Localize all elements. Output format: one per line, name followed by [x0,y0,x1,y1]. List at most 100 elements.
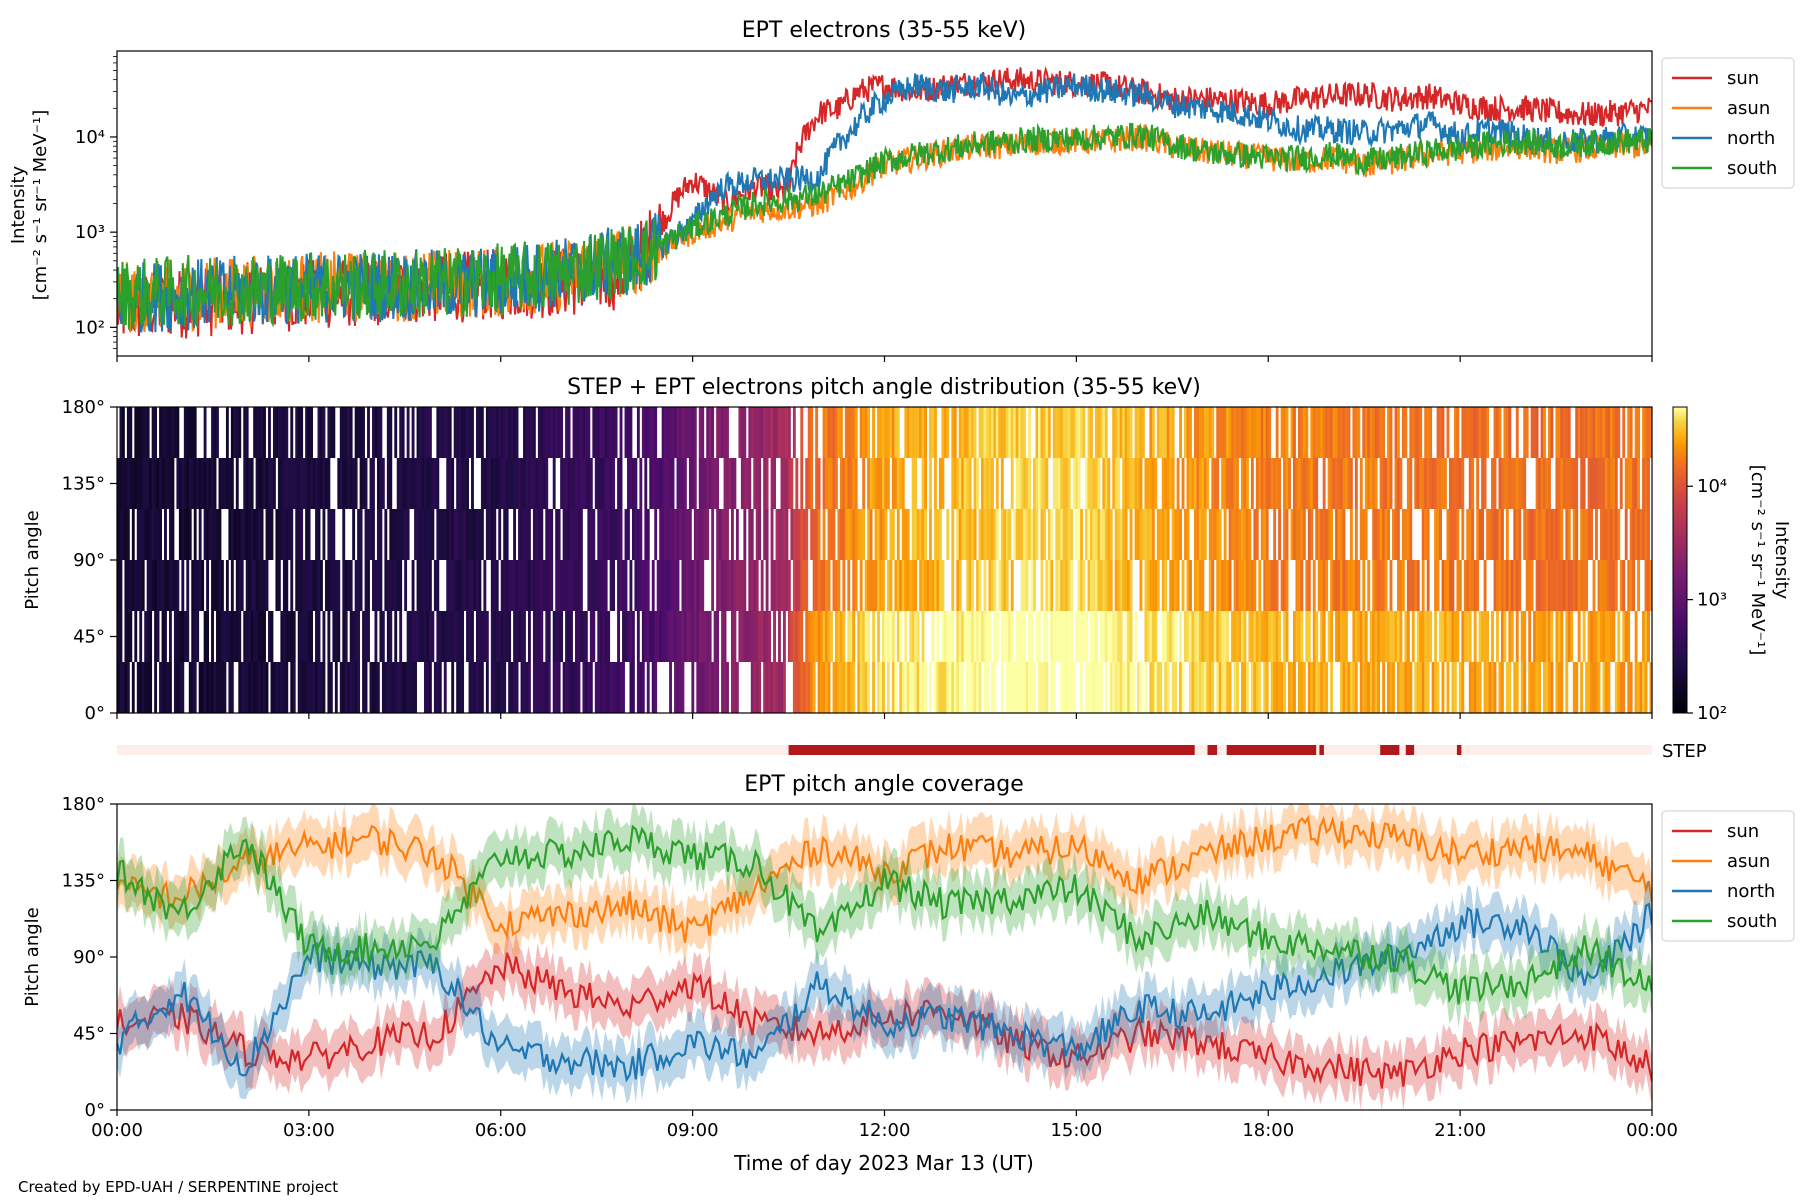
heatmap-cell [1085,662,1088,713]
heatmap-cell [1582,407,1586,458]
heatmap-cell [272,662,276,713]
heatmap-cell [1451,611,1455,662]
heatmap-cell [914,560,918,611]
heatmap-cell [1198,458,1202,509]
heatmap-cell [669,407,672,458]
heatmap-cell [124,458,128,509]
heatmap-cell [1300,407,1304,458]
step-segment [1319,745,1324,755]
heatmap-cell [1087,560,1091,611]
heatmap-cell [411,458,415,509]
heatmap-cell [1476,407,1480,458]
heatmap-cell [149,509,153,560]
heatmap-cell [1275,560,1279,611]
heatmap-cell [1567,509,1571,560]
heatmap-cell [1151,611,1155,662]
heatmap-cell [1560,407,1564,458]
heatmap-cell [1545,611,1549,662]
heatmap-cell [300,611,304,662]
heatmap-cell [884,458,888,509]
heatmap-cell [1518,509,1522,560]
heatmap-cell [339,662,343,713]
heatmap-cell [750,560,754,611]
heatmap-cell [1572,560,1576,611]
heatmap-cell [852,560,856,611]
heatmap-cell [164,611,167,662]
heatmap-cell [1330,458,1334,509]
heatmap-cell [1010,662,1014,713]
heatmap-cell [986,662,989,713]
heatmap-cell [594,662,598,713]
heatmap-cell [1505,407,1509,458]
heatmap-cell [929,458,932,509]
heatmap-cell [936,560,940,611]
heatmap-cell [414,458,417,509]
heatmap-cell [877,407,880,458]
heatmap-cell [235,407,239,458]
heatmap-cell [671,458,675,509]
heatmap-cell [485,662,489,713]
heatmap-cell [151,509,155,560]
heatmap-cell [676,458,680,509]
heatmap-cell [552,662,556,713]
heatmap-cell [1409,560,1413,611]
heatmap-cell [743,509,747,560]
heatmap-cell [864,407,868,458]
heatmap-cell [1342,611,1346,662]
heatmap-cell [468,662,472,713]
heatmap-cell [176,407,180,458]
heatmap-cell [1364,407,1368,458]
heatmap-cell [1560,662,1564,713]
heatmap-cell [218,458,222,509]
heatmap-cell [250,611,254,662]
heatmap-cell [1305,458,1309,509]
heatmap-cell [1496,407,1499,458]
heatmap-cell [540,458,544,509]
heatmap-cell [973,458,977,509]
heatmap-cell [862,662,866,713]
heatmap-cell [627,407,630,458]
heatmap-cell [701,611,705,662]
heatmap-cell [475,611,479,662]
heatmap-cell [223,662,227,713]
heatmap-cell [592,407,596,458]
heatmap-cell [260,662,264,713]
heatmap-cell [406,611,410,662]
heatmap-cell [721,407,724,458]
heatmap-cell [386,560,390,611]
heatmap-cell [978,560,982,611]
heatmap-cell [270,662,274,713]
heatmap-cell [1389,662,1393,713]
heatmap-cell [926,560,930,611]
heatmap-cell [986,407,989,458]
heatmap-cell [748,509,752,560]
heatmap-cell [530,458,534,509]
heatmap-cell [493,458,497,509]
heatmap-cell [218,509,222,560]
heatmap-cell [347,560,351,611]
heatmap-cell [1085,458,1088,509]
heatmap-cell [1508,662,1512,713]
heatmap-cell [456,407,460,458]
heatmap-cell [869,560,873,611]
heatmap-cell [1216,509,1220,560]
heatmap-cell [938,509,942,560]
heatmap-cell [882,560,885,611]
heatmap-cell [1416,407,1420,458]
heatmap-cell [990,407,994,458]
heatmap-cell [1196,662,1200,713]
heatmap-cell [676,407,680,458]
heatmap-cell [337,560,341,611]
heatmap-cell [357,560,361,611]
heatmap-cell [1548,509,1551,560]
heatmap-cell [1387,509,1390,560]
heatmap-cell [1530,662,1534,713]
heatmap-cell [453,560,457,611]
heatmap-cell [1362,509,1366,560]
heatmap-cell [961,662,965,713]
heatmap-cell [490,611,494,662]
heatmap-cell [416,611,420,662]
heatmap-cell [1315,611,1319,662]
heatmap-cell [1114,407,1118,458]
heatmap-cell [1040,662,1044,713]
